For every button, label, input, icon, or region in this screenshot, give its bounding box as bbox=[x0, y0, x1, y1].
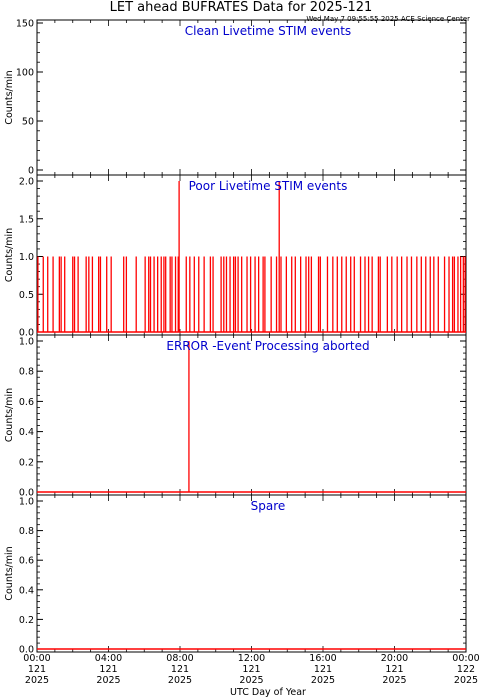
y-tick-label: 0.2 bbox=[19, 457, 34, 468]
y-tick-label: 2.0 bbox=[19, 177, 34, 188]
panel-title: Spare bbox=[251, 499, 286, 513]
y-tick-label: 0.6 bbox=[19, 556, 34, 567]
x-tick-label: 2025 bbox=[168, 675, 192, 686]
panel-title: Poor Livetime STIM events bbox=[189, 179, 348, 193]
y-tick-label: 0.4 bbox=[19, 427, 34, 438]
y-tick-label: 0.8 bbox=[19, 367, 34, 378]
y-tick-label: 1.0 bbox=[19, 497, 34, 508]
x-tick-label: 2025 bbox=[454, 675, 478, 686]
y-tick-label: 150 bbox=[16, 19, 34, 30]
y-tick-label: 0.8 bbox=[19, 526, 34, 537]
y-axis-label: Counts/min bbox=[4, 388, 15, 442]
x-tick-label: 2025 bbox=[382, 675, 406, 686]
x-tick-label: 00:00 bbox=[23, 653, 50, 664]
x-tick-label: 08:00 bbox=[166, 653, 193, 664]
x-tick-label: 121 bbox=[242, 664, 260, 675]
panel-title: Clean Livetime STIM events bbox=[185, 24, 351, 38]
x-tick-label: 121 bbox=[28, 664, 46, 675]
x-tick-label: 20:00 bbox=[381, 653, 408, 664]
x-tick-label: 12:00 bbox=[238, 653, 265, 664]
x-tick-label: 2025 bbox=[25, 675, 49, 686]
y-tick-label: 0.0 bbox=[19, 328, 34, 339]
y-axis-label: Counts/min bbox=[4, 228, 15, 282]
panel-frame bbox=[36, 19, 467, 176]
x-tick-label: 2025 bbox=[239, 675, 263, 686]
y-tick-label: 1.5 bbox=[19, 214, 34, 225]
y-tick-label: 0.6 bbox=[19, 397, 34, 408]
x-tick-label: 121 bbox=[171, 664, 189, 675]
y-tick-label: 0.0 bbox=[19, 488, 34, 499]
y-tick-label: 0.2 bbox=[19, 615, 34, 626]
x-axis-label: UTC Day of Year bbox=[230, 687, 306, 698]
timestamp: Wed May 7 09:55:55 2025 ACE Science Cent… bbox=[306, 15, 470, 23]
panels: 0 50 100 150 Counts/min Clean Livetime STIM e… bbox=[4, 19, 467, 656]
x-tick-label: 2025 bbox=[311, 675, 335, 686]
y-tick-label: 0.5 bbox=[19, 290, 34, 301]
x-axis: 00:00121202504:00121202508:00121202512:0… bbox=[23, 653, 479, 686]
x-tick-label: 121 bbox=[314, 664, 332, 675]
y-tick-label: 0 bbox=[28, 166, 34, 177]
y-tick-label: 100 bbox=[16, 68, 34, 79]
x-tick-label: 00:00 bbox=[452, 653, 479, 664]
y-tick-label: 0.0 bbox=[19, 645, 34, 656]
panel-1: 0 50 100 150 Counts/min Clean Livetime STIM e… bbox=[4, 19, 467, 177]
x-tick-label: 121 bbox=[99, 664, 117, 675]
x-tick-label: 122 bbox=[457, 664, 475, 675]
panel-3: 0.0 0.2 0.4 0.6 0.8 1.0 Counts/min ERROR -Event… bbox=[4, 334, 467, 499]
y-tick-label: 1.0 bbox=[19, 337, 34, 348]
y-axis-label: Counts/min bbox=[4, 546, 15, 600]
panel-frame bbox=[36, 334, 467, 496]
panel-title: ERROR -Event Processing aborted bbox=[166, 339, 369, 353]
x-tick-label: 121 bbox=[385, 664, 403, 675]
panel-2: 0.0 0.5 1.0 1.5 2.0 Counts/min Poor Livetime S… bbox=[4, 174, 467, 339]
y-tick-label: 50 bbox=[22, 117, 34, 128]
x-tick-label: 16:00 bbox=[309, 653, 336, 664]
panel-4: 0.0 0.2 0.4 0.6 0.8 1.0 Counts/min Spare bbox=[4, 494, 467, 656]
panel-frame bbox=[36, 494, 467, 653]
y-tick-label: 0.4 bbox=[19, 585, 34, 596]
figure-title: LET ahead BUFRATES Data for 2025-121 bbox=[110, 0, 373, 15]
y-axis-label: Counts/min bbox=[4, 70, 15, 124]
x-tick-label: 04:00 bbox=[95, 653, 122, 664]
x-tick-label: 2025 bbox=[96, 675, 120, 686]
y-tick-label: 1.0 bbox=[19, 252, 34, 263]
